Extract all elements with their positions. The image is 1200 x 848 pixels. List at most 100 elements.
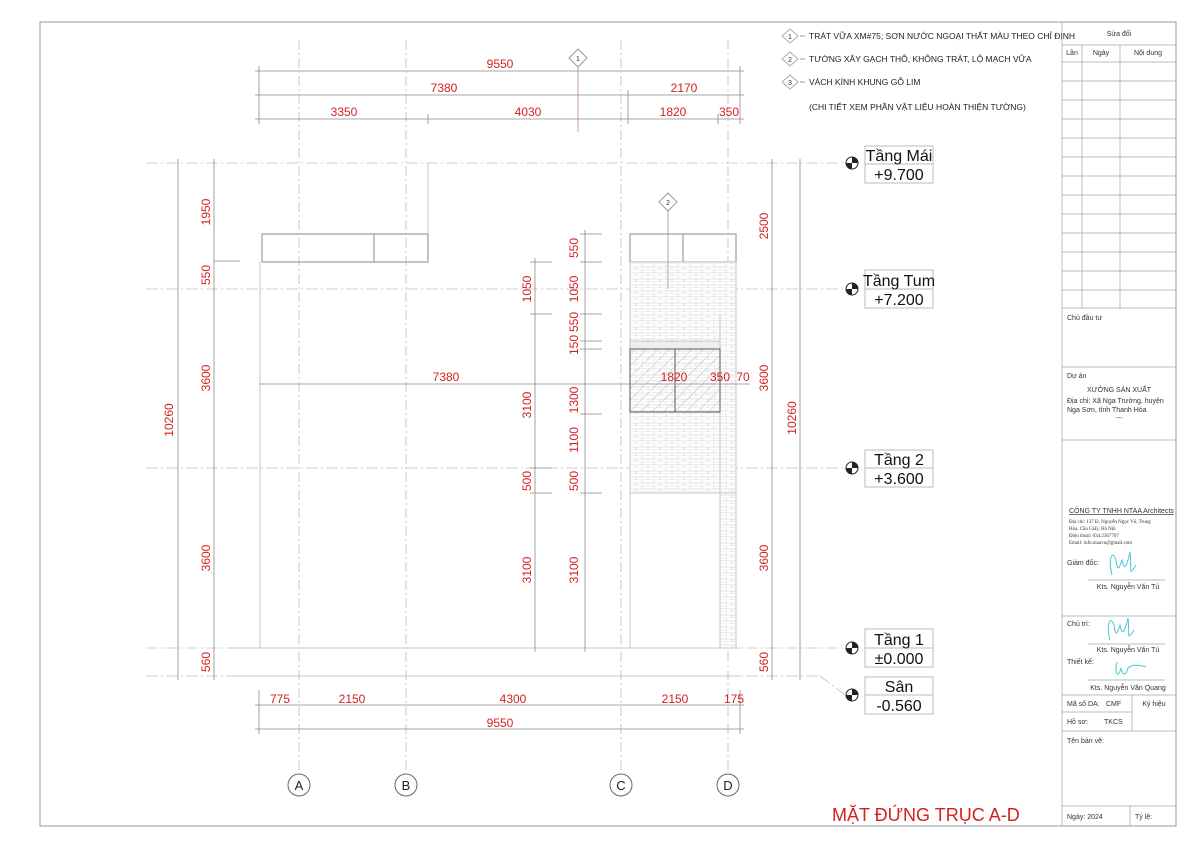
svg-text:2150: 2150 (662, 692, 689, 706)
top-dimensions: 9550 7380 2170 3350 4030 1820 350 (255, 57, 744, 124)
svg-text:CÔNG TY TNHH NTAA Architects: CÔNG TY TNHH NTAA Architects (1069, 506, 1174, 515)
svg-text:1820: 1820 (661, 370, 688, 384)
svg-text:Kts. Nguyễn Văn Tú: Kts. Nguyễn Văn Tú (1097, 645, 1160, 654)
svg-text:Hòa, Cầu Giấy, Hà Nội: Hòa, Cầu Giấy, Hà Nội (1069, 527, 1116, 532)
svg-text:CMF: CMF (1106, 701, 1121, 708)
level-tang-tum: Tầng Tum +7.200 (845, 269, 935, 309)
svg-text:2: 2 (666, 200, 670, 207)
svg-text:Nga Sơn, tỉnh Thanh Hóa: Nga Sơn, tỉnh Thanh Hóa (1067, 406, 1147, 414)
svg-text:9550: 9550 (487, 716, 514, 730)
director-signature (1109, 551, 1137, 576)
svg-text:Địa chỉ: 137 Đ. Nguyễn Ngọc Vũ: Địa chỉ: 137 Đ. Nguyễn Ngọc Vũ, Trung (1069, 519, 1151, 525)
svg-text:Thiết kế:: Thiết kế: (1067, 657, 1094, 666)
drawing-title: MẶT ĐỨNG TRỤC A-D (832, 804, 1020, 825)
axis-bubble-d: D (716, 773, 740, 797)
grid-axes: A B C D (287, 40, 740, 797)
svg-text:1820: 1820 (660, 105, 687, 119)
svg-text:3600: 3600 (757, 544, 771, 571)
svg-text:Ngày: Ngày (1093, 50, 1110, 57)
svg-text:550: 550 (199, 265, 213, 285)
svg-text:1100: 1100 (567, 427, 581, 453)
svg-text:2150: 2150 (339, 692, 366, 706)
svg-text:+3.600: +3.600 (874, 471, 923, 488)
axis-bubble-a: A (287, 773, 311, 797)
svg-text:4300: 4300 (500, 692, 527, 706)
svg-text:±0.000: ±0.000 (875, 651, 924, 668)
svg-text:4030: 4030 (515, 105, 542, 119)
svg-text:560: 560 (757, 652, 771, 672)
svg-text:150: 150 (567, 335, 581, 355)
svg-text:500: 500 (567, 471, 581, 491)
svg-text:Nội dung: Nội dung (1134, 50, 1162, 57)
lead-signature (1107, 617, 1135, 641)
svg-text:Dự án: Dự án (1067, 373, 1087, 380)
note-4: (CHI TIẾT XEM PHẦN VẬT LIỆU HOÀN THIỆN T… (809, 102, 1026, 112)
svg-text:Ngày: 2024: Ngày: 2024 (1067, 814, 1103, 821)
axis-bubble-b: B (394, 773, 418, 797)
svg-text:350: 350 (719, 105, 739, 119)
svg-text:A: A (295, 778, 304, 793)
level-tang-mai: Tầng Mái +9.700 (845, 145, 934, 184)
level-san: Sân -0.560 (845, 676, 934, 715)
title-block: Sửa đổi Lần Ngày Nội dung Chủ đầu tư Dự … (1061, 22, 1176, 826)
brick-pier (719, 492, 737, 649)
svg-text:3600: 3600 (199, 544, 213, 571)
svg-text:10260: 10260 (785, 401, 799, 435)
svg-text:9550: 9550 (487, 57, 514, 71)
svg-text:Tầng 1: Tầng 1 (874, 632, 924, 649)
svg-text:+7.200: +7.200 (874, 292, 923, 309)
svg-text:350: 350 (710, 370, 730, 384)
svg-text:Email: info.ntaavn@gmail.com: Email: info.ntaavn@gmail.com (1069, 541, 1132, 546)
svg-text:Tầng Tum: Tầng Tum (863, 273, 935, 290)
middle-dimensions: 1050 3100 500 3100 550 1050 550 150 1300… (259, 230, 750, 652)
svg-text:Chủ trì:: Chủ trì: (1067, 620, 1090, 628)
svg-text:Kts. Nguyễn Văn Quang: Kts. Nguyễn Văn Quang (1090, 683, 1166, 692)
svg-text:550: 550 (567, 312, 581, 332)
svg-text:Kts. Nguyễn Văn Tú: Kts. Nguyễn Văn Tú (1097, 582, 1160, 591)
bottom-dimensions: 775 2150 4300 2150 175 9550 (255, 690, 744, 734)
svg-text:Lần: Lần (1066, 48, 1078, 57)
svg-text:Hồ sơ:: Hồ sơ: (1067, 717, 1088, 726)
svg-text:+9.700: +9.700 (874, 167, 923, 184)
svg-text:500: 500 (520, 471, 534, 491)
svg-text:1300: 1300 (567, 386, 581, 413)
note-1: TRÁT VỮA XM#75; SƠN NƯỚC NGOẠI THẤT MÀU … (809, 30, 1075, 41)
note-3: VÁCH KÍNH KHUNG GỖ LIM (809, 76, 920, 87)
svg-text:1: 1 (788, 34, 792, 41)
svg-text:3350: 3350 (331, 105, 358, 119)
svg-text:-0.560: -0.560 (876, 698, 921, 715)
callout-tag-1: 1 (568, 48, 588, 132)
axis-bubble-c: C (609, 773, 633, 797)
svg-text:560: 560 (199, 652, 213, 672)
svg-text:3: 3 (788, 80, 792, 87)
level-lines (146, 162, 846, 696)
svg-text:775: 775 (270, 692, 290, 706)
svg-text:XƯỞNG SẢN XUẤT: XƯỞNG SẢN XUẤT (1087, 384, 1152, 394)
revision-rows (1062, 45, 1176, 309)
note-2: TƯỜNG XÂY GẠCH THÔ, KHÔNG TRÁT, LỘ MẠCH … (809, 54, 1032, 64)
svg-text:---: --- (1116, 415, 1124, 422)
level-tang-2: Tầng 2 +3.600 (845, 449, 934, 488)
svg-text:1: 1 (576, 56, 580, 63)
svg-text:Tên bản vẽ:: Tên bản vẽ: (1067, 738, 1104, 745)
svg-text:1050: 1050 (520, 275, 534, 302)
building-elevation (230, 163, 740, 677)
material-notes: 1 TRÁT VỮA XM#75; SƠN NƯỚC NGOẠI THẤT MÀ… (781, 28, 1075, 112)
svg-text:Tầng 2: Tầng 2 (874, 452, 924, 469)
svg-text:2: 2 (788, 57, 792, 64)
svg-text:C: C (616, 778, 625, 793)
svg-text:Tầng Mái: Tầng Mái (866, 148, 933, 165)
left-dimensions: 10260 1950 550 3600 3600 560 (162, 159, 240, 680)
svg-text:Địa chỉ: Xã Nga Trường, huyện: Địa chỉ: Xã Nga Trường, huyện (1067, 397, 1164, 405)
svg-text:Sân: Sân (885, 679, 913, 696)
svg-text:Điện thoại: 034.2367707: Điện thoại: 034.2367707 (1069, 534, 1119, 539)
svg-text:175: 175 (724, 692, 744, 706)
svg-text:Tỷ lệ:: Tỷ lệ: (1135, 814, 1152, 821)
svg-text:7380: 7380 (431, 81, 458, 95)
level-markers: Tầng Mái +9.700 Tầng Tum +7.200 Tầng 2 +… (845, 145, 935, 715)
svg-text:10260: 10260 (162, 403, 176, 437)
svg-text:1050: 1050 (567, 275, 581, 302)
svg-text:Sửa đổi: Sửa đổi (1107, 30, 1132, 38)
svg-text:3100: 3100 (520, 391, 534, 418)
